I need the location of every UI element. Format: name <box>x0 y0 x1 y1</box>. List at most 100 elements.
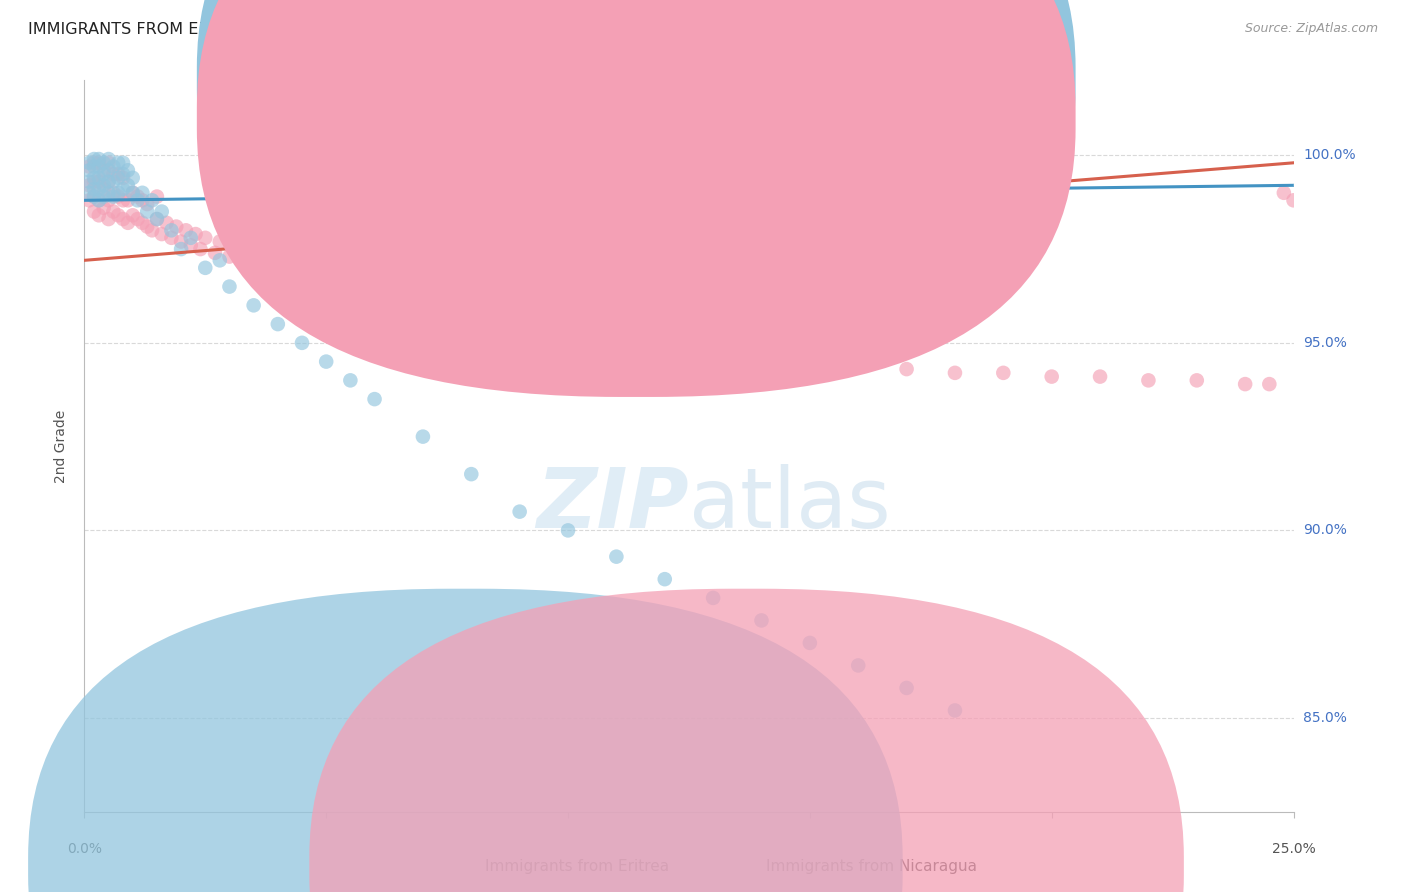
Point <box>943 703 966 717</box>
Point <box>93 189 115 203</box>
Point <box>121 170 143 185</box>
Text: Immigrants from Nicaragua: Immigrants from Nicaragua <box>766 859 977 873</box>
Point <box>107 170 129 185</box>
Point <box>77 186 100 200</box>
Point <box>315 279 337 293</box>
Point <box>103 160 125 174</box>
Point <box>93 163 115 178</box>
Point <box>141 223 163 237</box>
Point <box>170 242 193 256</box>
Point <box>509 505 531 519</box>
Point <box>1258 377 1281 392</box>
Point <box>184 227 207 241</box>
Point <box>117 194 139 208</box>
Point <box>103 167 125 181</box>
Point <box>93 156 115 170</box>
Point <box>83 156 105 170</box>
Point <box>1185 373 1208 387</box>
Point <box>267 317 290 331</box>
Text: IMMIGRANTS FROM ERITREA VS IMMIGRANTS FROM NICARAGUA 2ND GRADE CORRELATION CHART: IMMIGRANTS FROM ERITREA VS IMMIGRANTS FR… <box>28 22 824 37</box>
Point <box>605 549 627 564</box>
Point <box>87 152 110 166</box>
Point <box>170 235 193 249</box>
Point <box>1234 377 1257 392</box>
Text: 100.0%: 100.0% <box>1303 148 1355 162</box>
Point <box>204 245 226 260</box>
Point <box>267 260 290 275</box>
Point <box>87 175 110 189</box>
Point <box>77 194 100 208</box>
Point <box>112 182 135 196</box>
Point <box>1137 373 1160 387</box>
Point <box>180 238 202 252</box>
Point <box>363 298 385 312</box>
Point <box>97 152 120 166</box>
Point <box>117 163 139 178</box>
Point <box>155 216 177 230</box>
Point <box>190 242 212 256</box>
Point <box>242 298 264 312</box>
Point <box>77 163 100 178</box>
Point <box>242 253 264 268</box>
Point <box>412 429 434 443</box>
Point <box>87 208 110 222</box>
Point <box>107 189 129 203</box>
Point <box>1272 186 1295 200</box>
Point <box>131 186 153 200</box>
Text: 25.0%: 25.0% <box>1271 842 1316 855</box>
Text: Immigrants from Eritrea: Immigrants from Eritrea <box>485 859 669 873</box>
Text: 90.0%: 90.0% <box>1303 524 1347 537</box>
Point <box>83 204 105 219</box>
Point <box>127 212 149 227</box>
Point <box>77 156 100 170</box>
Point <box>83 160 105 174</box>
Point <box>87 170 110 185</box>
Point <box>460 467 482 482</box>
Point <box>136 219 159 234</box>
Point <box>165 219 187 234</box>
Text: N = 65: N = 65 <box>823 67 886 85</box>
Point <box>83 152 105 166</box>
Point <box>208 235 231 249</box>
Point <box>702 591 724 605</box>
Point <box>107 186 129 200</box>
Point <box>257 242 280 256</box>
Point <box>87 182 110 196</box>
Point <box>943 366 966 380</box>
Point <box>751 351 773 365</box>
Point <box>121 186 143 200</box>
Point <box>339 373 361 387</box>
Point <box>141 194 163 208</box>
Point <box>557 328 579 343</box>
Point <box>97 175 120 189</box>
Point <box>146 212 169 227</box>
Point <box>117 178 139 193</box>
Point <box>83 189 105 203</box>
Point <box>103 204 125 219</box>
Point <box>107 156 129 170</box>
Point <box>1088 369 1111 384</box>
Point <box>509 321 531 335</box>
Point <box>160 231 183 245</box>
Point <box>103 175 125 189</box>
Text: 95.0%: 95.0% <box>1303 336 1347 350</box>
Point <box>291 268 314 283</box>
Point <box>146 189 169 203</box>
Point <box>112 167 135 181</box>
Point <box>83 189 105 203</box>
Point <box>107 167 129 181</box>
Point <box>896 362 918 376</box>
Point <box>87 194 110 208</box>
Point <box>799 354 821 368</box>
Point <box>112 212 135 227</box>
Point <box>363 392 385 406</box>
Point <box>136 204 159 219</box>
Point <box>180 231 202 245</box>
Point <box>605 335 627 350</box>
Text: R = 0.349: R = 0.349 <box>664 109 754 127</box>
Point <box>150 204 173 219</box>
Point <box>87 194 110 208</box>
Point <box>218 250 240 264</box>
Point <box>993 366 1015 380</box>
Point <box>1040 369 1063 384</box>
